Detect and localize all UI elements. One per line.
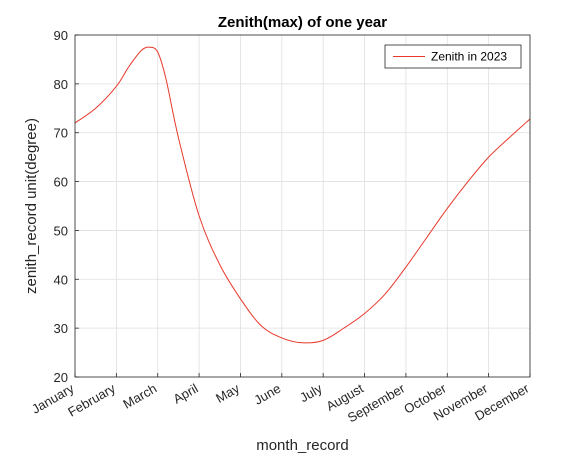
y-tick-label: 20 — [54, 370, 68, 385]
y-axis-label: zenith_record unit(degree) — [23, 118, 40, 294]
series-layer — [74, 46, 531, 344]
x-axis-label: month_record — [256, 437, 349, 454]
legend: Zenith in 2023 — [384, 44, 522, 69]
chart-title: Zenith(max) of one year — [218, 14, 387, 31]
y-tick-label: 60 — [54, 175, 68, 190]
y-tick-label: 70 — [54, 126, 68, 141]
series-line-zenith-2023 — [74, 46, 531, 344]
y-tick-label: 40 — [54, 272, 68, 287]
legend-box — [384, 44, 522, 69]
y-tick-label: 80 — [54, 77, 68, 92]
plot-area-frame — [74, 34, 531, 378]
y-tick-label: 30 — [54, 321, 68, 336]
y-tick-label: 50 — [54, 223, 68, 238]
legend-entry-label: Zenith in 2023 — [431, 50, 507, 64]
y-tick-label: 90 — [54, 28, 68, 43]
